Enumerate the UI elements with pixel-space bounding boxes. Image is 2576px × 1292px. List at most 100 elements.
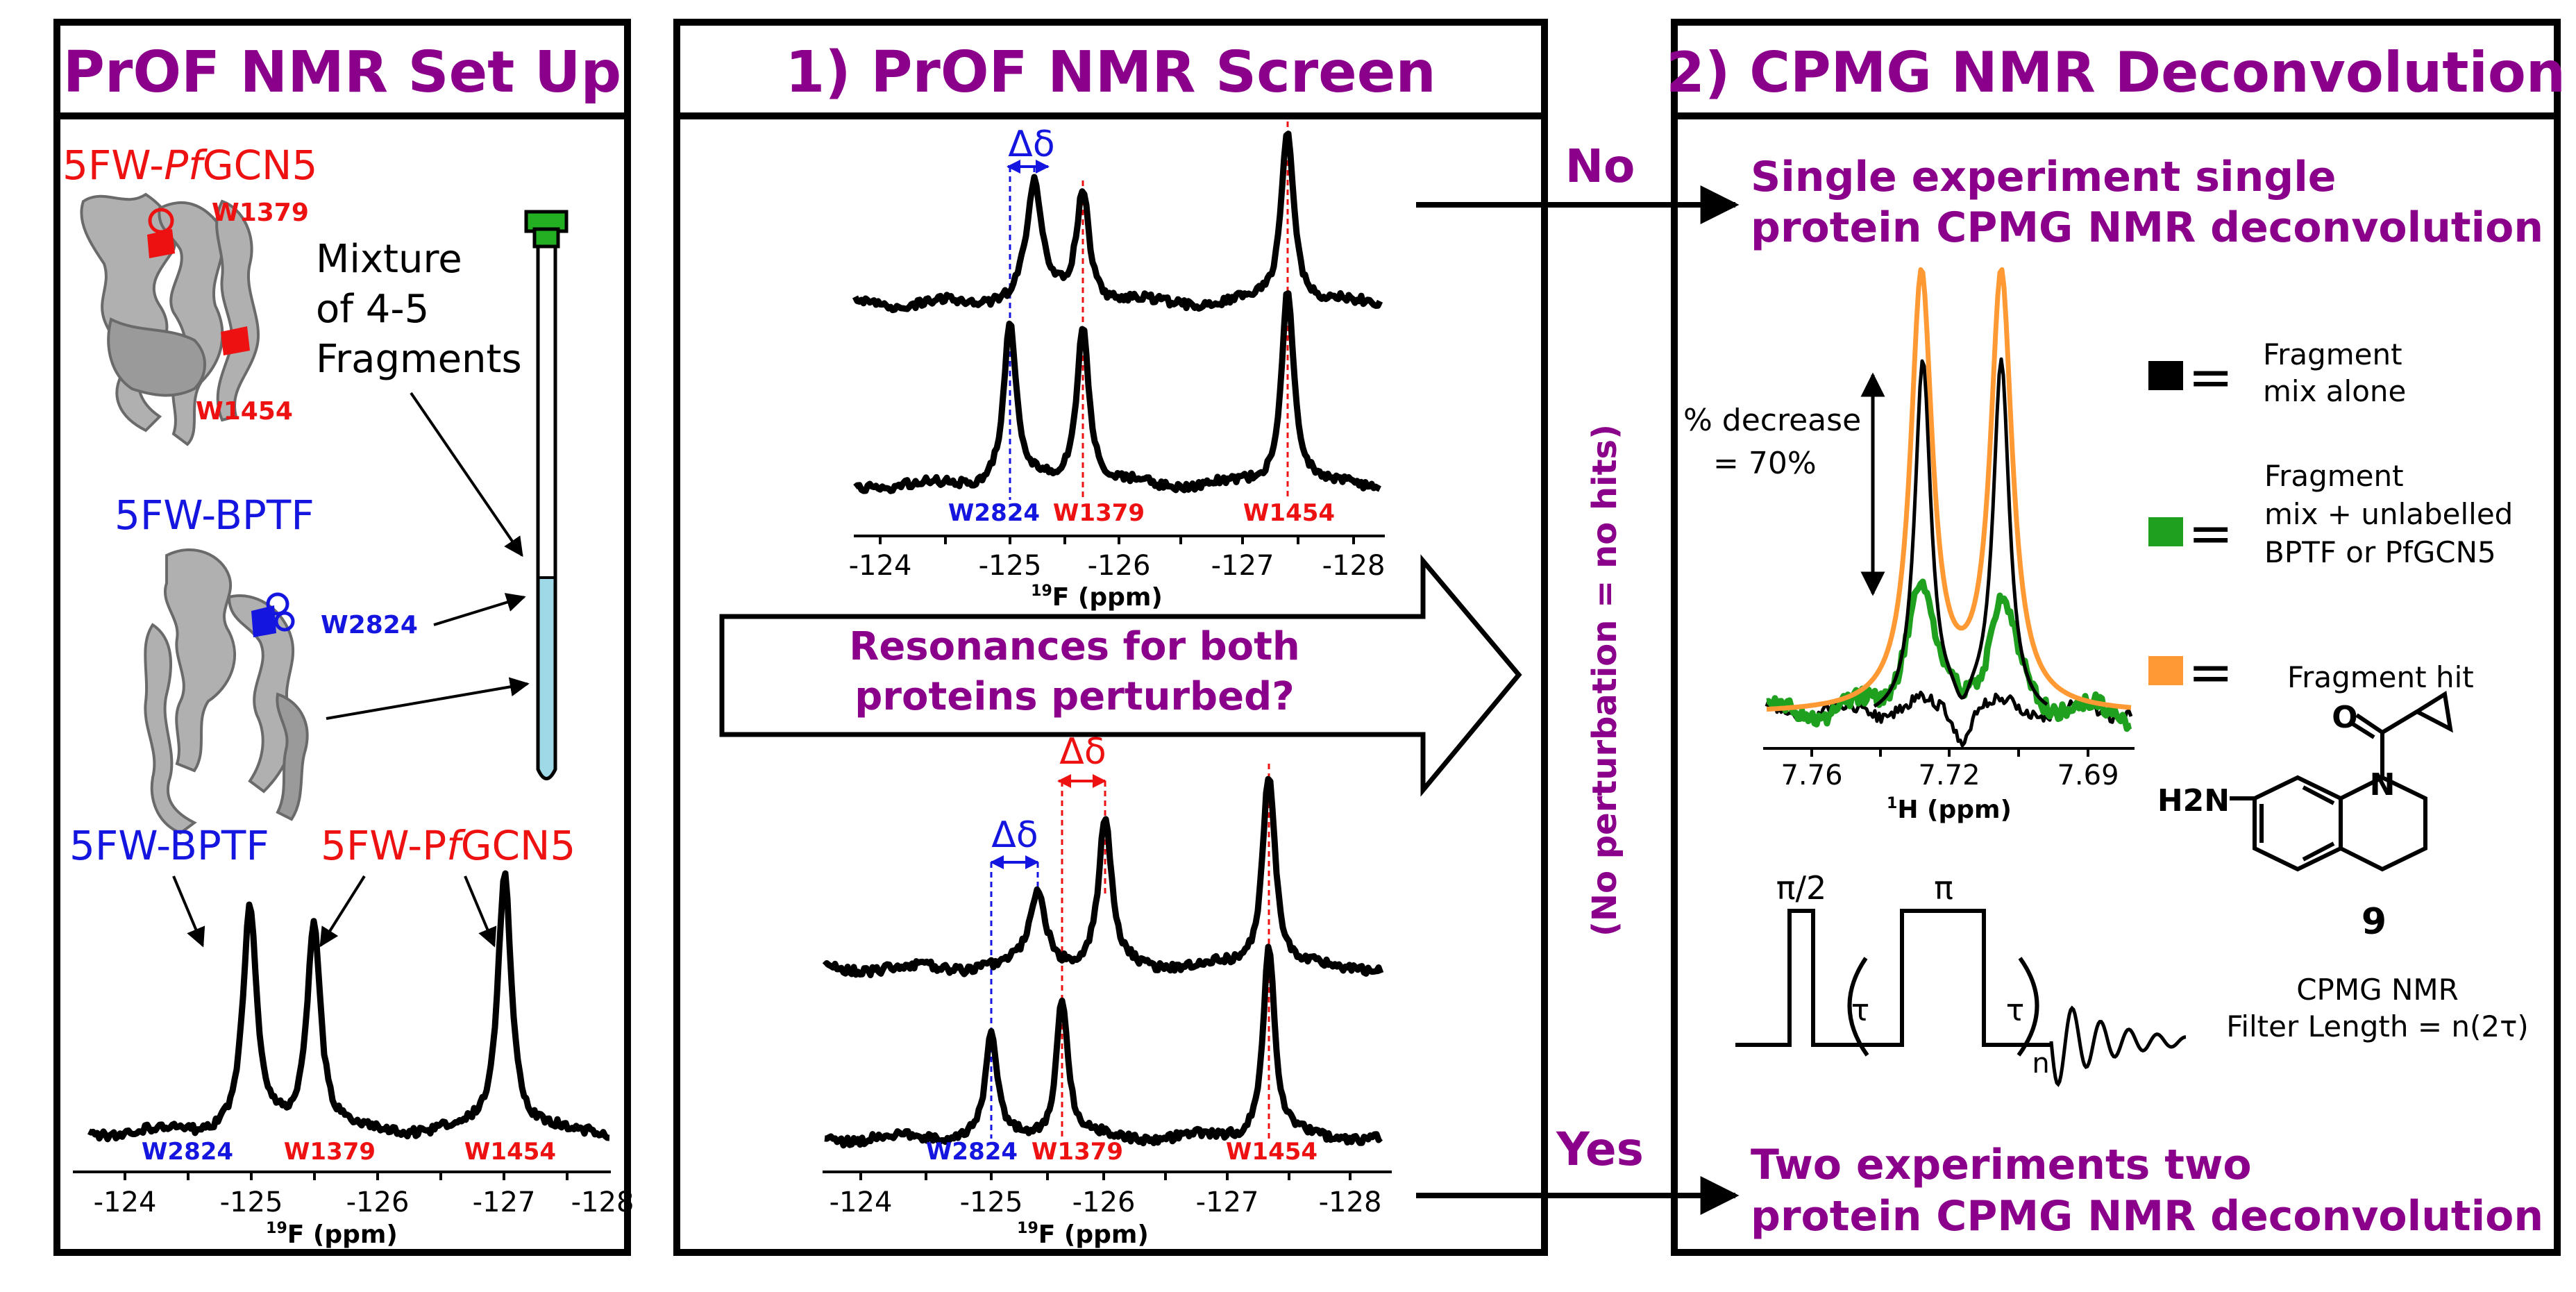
mixture-line-3: Fragments [316, 337, 522, 382]
pulse-pi2-label: π/2 [1776, 869, 1826, 907]
setup-peak-label-w2824: W2824 [142, 1138, 233, 1166]
screen-spectrum-bottom-a [822, 775, 1384, 978]
question-line-1: Resonances for both [849, 624, 1300, 669]
screen-top-peak-w1379: W1379 [1053, 499, 1145, 527]
decision-yes: Yes [1556, 1123, 1644, 1176]
residue-a1-label: W1379 [212, 199, 309, 227]
decision-area: No Yes (No perturbation = no hits) [1416, 140, 1740, 1215]
fid-signal [2049, 1005, 2187, 1087]
protein-b-label: 5FW-BPTF [115, 492, 314, 539]
decision-no: No [1565, 140, 1635, 193]
legend-green-line-1: Fragment [2264, 459, 2404, 493]
protein-a-label: 5FW-PfGCN5 [62, 142, 317, 189]
mixture-line-1: Mixture [316, 237, 462, 282]
screen-top-tick-126: -126 [1088, 550, 1151, 582]
top-delta-label: Δδ [1008, 124, 1054, 165]
nmr-tube [524, 210, 569, 780]
screen-spectrum-bottom-b [823, 943, 1383, 1149]
compound-n-label: N [2370, 767, 2396, 803]
spectrum-label-pfgcn5: 5FW-PfGCN5 [321, 822, 575, 869]
panel-cpmg-frame [1671, 19, 2561, 1256]
legend-swatch-green [2148, 517, 2183, 546]
setup-peak-label-w1454: W1454 [464, 1138, 556, 1166]
screen-bottom-axis-label: 19F (ppm) [1017, 1220, 1149, 1249]
yes-result-line-1: Two experiments two [1751, 1141, 2252, 1189]
decision-block-arrow [719, 554, 1522, 797]
screen-bottom-tick-125: -125 [960, 1186, 1023, 1218]
n-label: n [2032, 1048, 2049, 1080]
no-result-line-1: Single experiment single [1751, 153, 2337, 201]
legend-swatch-black [2148, 361, 2183, 390]
cpmg-tick-776: 7.76 [1781, 760, 1842, 791]
cpmg-axis-label: 1H (ppm) [1887, 795, 2012, 824]
legend-equals-1: = [2188, 346, 2233, 409]
protein-b-structure [144, 548, 309, 835]
compound-9-structure [2230, 691, 2453, 872]
compound-o-label: O [2332, 700, 2357, 735]
legend-black-line-2: mix alone [2263, 374, 2406, 408]
screen-spectrum-top-b [853, 290, 1381, 494]
legend-black-line-1: Fragment [2263, 337, 2402, 371]
screen-top-tick-128: -128 [1322, 550, 1386, 582]
setup-tick-126: -126 [346, 1186, 410, 1218]
screen-bottom-peak-w1379: W1379 [1032, 1138, 1123, 1166]
screen-top-peak-w1454: W1454 [1243, 499, 1335, 527]
screen-top-tick-127: -127 [1211, 550, 1274, 582]
protein-b-tryptophan [251, 592, 295, 637]
screen-bottom-axis: -124 -125 -126 -127 -128 19F (ppm) [823, 1171, 1392, 1249]
setup-tick-127: -127 [473, 1186, 536, 1218]
legend-item-green: = Fragment mix + unlabelled BPTF or PfGC… [2148, 459, 2513, 569]
panel-setup-title: PrOF NMR Set Up [63, 40, 621, 106]
no-result-line-2: protein CPMG NMR deconvolution [1751, 203, 2543, 252]
percent-decrease-line-2: = 70% [1713, 446, 1817, 481]
screen-bottom-tick-126: -126 [1072, 1186, 1136, 1218]
panel-cpmg: 2) CPMG NMR Deconvolution Single experim… [1666, 19, 2566, 1256]
setup-axis: -124 -125 -126 -127 -128 19F (ppm) [73, 1171, 634, 1249]
tau-label-2: τ [2006, 993, 2025, 1028]
legend-orange-line-1: Fragment hit [2287, 660, 2474, 694]
setup-tick-124: -124 [94, 1186, 157, 1218]
residue-a2-label: W1454 [196, 397, 293, 426]
mixture-line-2: of 4-5 [316, 287, 429, 332]
yes-result-line-2: protein CPMG NMR deconvolution [1751, 1192, 2543, 1241]
bottom-delta-blue-label: Δδ [991, 814, 1038, 856]
compound-number: 9 [2362, 901, 2386, 943]
tau-label-1: τ [1851, 993, 1870, 1028]
screen-top-tick-124: -124 [849, 550, 912, 582]
setup-tick-125: -125 [220, 1186, 283, 1218]
pulse-pi-label: π [1934, 869, 1953, 907]
residue-b1-label: W2824 [321, 611, 418, 639]
screen-spectrum-top-a [852, 131, 1383, 314]
screen-bottom-tick-124: -124 [830, 1186, 893, 1218]
screen-bottom-tick-127: -127 [1196, 1186, 1259, 1218]
protein-a-tryptophans [147, 208, 250, 355]
pulse-sequence [1735, 909, 2051, 1057]
screen-bottom-tick-128: -128 [1319, 1186, 1382, 1218]
panel-screen: 1) PrOF NMR Screen Δδ W2824 W1379 W1454 … [673, 19, 1548, 1256]
cpmg-tick-769: 7.69 [2057, 760, 2119, 791]
legend: = Fragment mix alone = Fragment mix + un… [2148, 337, 2513, 704]
legend-equals-3: = [2188, 641, 2233, 704]
cpmg-spectrum-orange [1766, 267, 2132, 712]
legend-swatch-orange [2148, 656, 2183, 685]
setup-spectrum [87, 870, 611, 1143]
panel-screen-frame [673, 19, 1548, 1256]
setup-tick-128: -128 [571, 1186, 634, 1218]
panel-cpmg-title: 2) CPMG NMR Deconvolution [1666, 40, 2566, 105]
legend-equals-2: = [2188, 503, 2233, 565]
screen-bottom-peak-w2824: W2824 [926, 1138, 1018, 1166]
setup-axis-label: 19F (ppm) [266, 1220, 398, 1249]
panel-setup-frame [53, 19, 631, 1256]
cpmg-spectrum-black [1765, 690, 2133, 748]
legend-item-black: = Fragment mix alone [2148, 337, 2406, 409]
cpmg-axis: 7.76 7.72 7.69 1H (ppm) [1763, 747, 2135, 824]
cpmg-line-1: CPMG NMR [2296, 973, 2459, 1007]
compound-amine-label: H2N [2157, 783, 2230, 819]
setup-peak-label-w1379: W1379 [284, 1138, 376, 1166]
screen-top-axis: -124 -125 -126 -127 -128 19F (ppm) [849, 535, 1386, 612]
screen-top-tick-125: -125 [979, 550, 1042, 582]
cpmg-spectrum-black-peaks [1873, 357, 2048, 708]
cpmg-tick-772: 7.72 [1918, 760, 1980, 791]
screen-top-axis-label: 19F (ppm) [1031, 582, 1163, 612]
legend-green-line-3: BPTF or PfGCN5 [2264, 535, 2496, 569]
